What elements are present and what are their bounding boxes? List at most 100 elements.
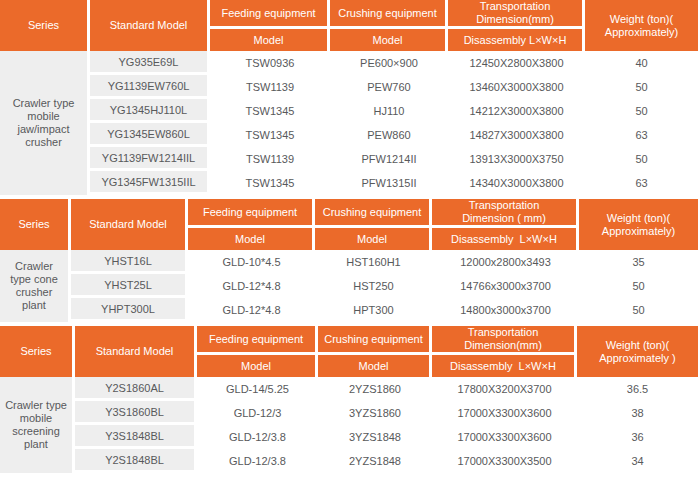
table-body: Crawler type mobile jaw/impact crusher Y… [0,51,698,195]
table-row: YG1345EW860L TSW1345 PEW860 14827X3000X3… [0,123,698,147]
weight-header-line1: Weight (ton)( [579,339,696,352]
cell-dimension: 12000x2800x3493 [432,250,579,274]
transport-header-line2: Dimension(mm) [434,339,572,352]
table-row: YG1139EW760L TSW1139 PEW760 13460X3000X3… [0,75,698,99]
table-row: Y2S1848BL GLD-12/3.8 2YZS1848 17000X3300… [0,449,698,473]
header-weight: Weight (ton)( Approximately) [579,199,698,250]
subheader-disassembly: Disassembly L×W×H [432,228,579,250]
cell-feeding-model: TSW0936 [210,51,330,75]
header-series: Series [0,0,90,51]
cell-standard-model: YG1345EW860L [90,123,210,147]
transport-header-line2: Dimension ( mm) [434,212,574,225]
cell-feeding-model: TSW1139 [210,147,330,171]
cell-weight: 34 [577,449,698,473]
header-feeding-equipment: Feeding equipment [197,326,318,355]
header-row-group: Series Standard Model Feeding equipment … [0,199,698,228]
cell-weight: 36 [577,425,698,449]
cell-standard-model: YG1345FW1315IIL [90,171,210,195]
spec-table-cone-crusher: Series Standard Model Feeding equipment … [0,199,698,322]
weight-header-line1: Weight (ton)( [587,13,696,26]
cell-standard-model: YG935E69L [90,51,210,75]
cell-weight: 50 [579,274,698,298]
header-transportation-dimension: Transportation Dimension(mm) [448,0,585,29]
weight-header-line1: Weight (ton)( [581,212,696,225]
cell-standard-model: YHST16L [71,250,188,274]
cell-feeding-model: GLD-12*4.8 [188,274,315,298]
cell-dimension: 14800x3000x3700 [432,298,579,322]
cell-feeding-model: TSW1345 [210,99,330,123]
table-row: YG1139FW1214IIL TSW1139 PFW1214II 13913X… [0,147,698,171]
table-row: Y3S1860BL GLD-12/3 3YZS1860 17000X3300X3… [0,401,698,425]
cell-standard-model: YHST25L [71,274,188,298]
subheader-feeding-model: Model [210,29,330,51]
header-standard-model: Standard Model [71,199,188,250]
cell-feeding-model: TSW1345 [210,123,330,147]
cell-standard-model: YG1345HJ110L [90,99,210,123]
cell-dimension: 17000X3300X3600 [432,401,577,425]
header-row-group: Series Standard Model Feeding equipment … [0,326,698,355]
transport-header-line1: Transportation [434,199,574,212]
table-body: Crawler type mobile screening plant Y2S1… [0,377,698,473]
cell-standard-model: Y2S1848BL [75,449,197,473]
cell-weight: 50 [585,99,698,123]
spec-table-screening-plant: Series Standard Model Feeding equipment … [0,326,698,473]
header-standard-model: Standard Model [75,326,197,377]
cell-dimension: 14766x3000x3700 [432,274,579,298]
cell-feeding-model: TSW1345 [210,171,330,195]
cell-dimension: 17000X3300X3500 [432,449,577,473]
subheader-crushing-model: Model [315,228,432,250]
cell-dimension: 14827X3000X3800 [448,123,585,147]
cell-dimension: 17800X3200X3700 [432,377,577,401]
cell-standard-model: Y2S1860AL [75,377,197,401]
cell-dimension: 13460X3000X3800 [448,75,585,99]
subheader-disassembly: Disassembly L×W×H [448,29,585,51]
header-crushing-equipment: Crushing equipment [330,0,448,29]
cell-standard-model: Y3S1860BL [75,401,197,425]
header-series: Series [0,326,75,377]
table-header: Series Standard Model Feeding equipment … [0,0,698,51]
header-series: Series [0,199,71,250]
weight-header-line2: Approximately ) [579,352,696,365]
subheader-feeding-model: Model [197,355,318,377]
cell-feeding-model: TSW1139 [210,75,330,99]
transport-header-line2: Dimension(mm) [450,13,580,26]
transport-header-line1: Transportation [450,0,580,13]
cell-standard-model: Y3S1848BL [75,425,197,449]
header-transportation-dimension: Transportation Dimension ( mm) [432,199,579,228]
header-weight: Weight (ton)( Approximately) [585,0,698,51]
table-row: Crawler type cone crusher plant YHST16L … [0,250,698,274]
cell-weight: 40 [585,51,698,75]
cell-crushing-model: HST160H1 [315,250,432,274]
cell-standard-model: YHPT300L [71,298,188,322]
table-row: Crawler type mobile jaw/impact crusher Y… [0,51,698,75]
spec-table-jaw-impact-crusher: Series Standard Model Feeding equipment … [0,0,698,195]
weight-header-line2: Approximately) [587,26,696,39]
cell-crushing-model: PFW1315II [330,171,448,195]
cell-feeding-model: GLD-12/3 [197,401,318,425]
series-cell: Crawler type mobile screening plant [0,377,75,473]
cell-weight: 50 [579,298,698,322]
header-standard-model: Standard Model [90,0,210,51]
cell-crushing-model: HJ110 [330,99,448,123]
header-crushing-equipment: Crushing equipment [318,326,432,355]
cell-feeding-model: GLD-12/3.8 [197,425,318,449]
cell-weight: 63 [585,123,698,147]
header-crushing-equipment: Crushing equipment [315,199,432,228]
table-row: YG1345FW1315IIL TSW1345 PFW1315II 14340X… [0,171,698,195]
cell-dimension: 12450X2800X3800 [448,51,585,75]
header-transportation-dimension: Transportation Dimension(mm) [432,326,577,355]
cell-crushing-model: HST250 [315,274,432,298]
subheader-disassembly: Disassembly L×W×H [432,355,577,377]
table-body: Crawler type cone crusher plant YHST16L … [0,250,698,322]
cell-crushing-model: PE600×900 [330,51,448,75]
subheader-crushing-model: Model [330,29,448,51]
cell-feeding-model: GLD-12*4.8 [188,298,315,322]
table-row: YG1345HJ110L TSW1345 HJ110 14212X3000X38… [0,99,698,123]
cell-crushing-model: 3YZS1848 [318,425,432,449]
cell-feeding-model: GLD-12/3.8 [197,449,318,473]
subheader-crushing-model: Model [318,355,432,377]
weight-header-line2: Approximately) [581,225,696,238]
series-cell: Crawler type cone crusher plant [0,250,71,322]
table-header: Series Standard Model Feeding equipment … [0,326,698,377]
cell-dimension: 13913X3000X3750 [448,147,585,171]
